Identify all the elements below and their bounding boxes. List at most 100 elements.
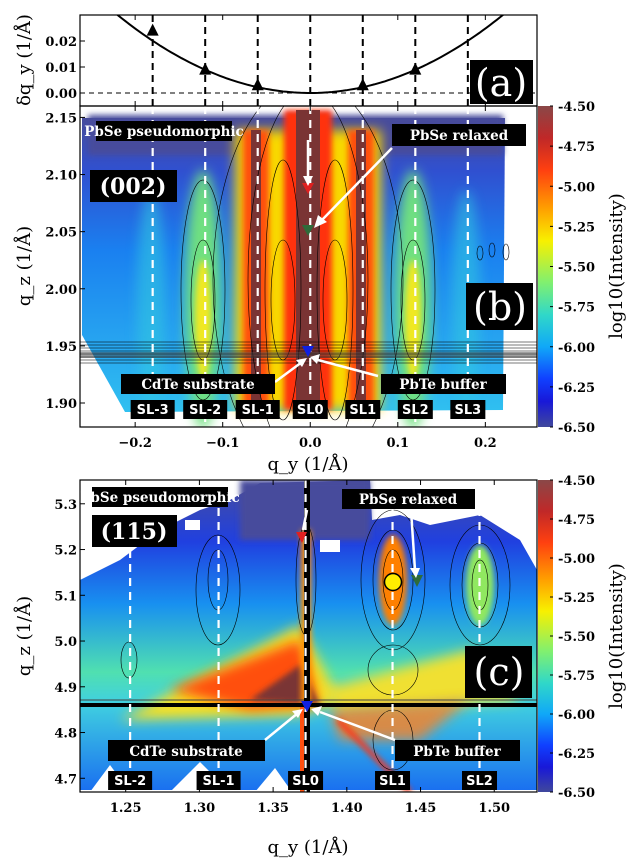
buffer-label: PbTe buffer bbox=[399, 377, 487, 393]
substrate-marker bbox=[302, 346, 314, 357]
colorbar-tick-label: -4.75 bbox=[558, 513, 595, 528]
panel-b-frame bbox=[79, 105, 538, 428]
reflection-label-box bbox=[92, 515, 177, 547]
satellite-label-sl2: SL2 bbox=[466, 774, 493, 789]
panel-c-heatmap bbox=[80, 480, 537, 792]
x-tick-label: 1.25 bbox=[110, 801, 142, 816]
panel-b-xlabel: q_y (1/Å) bbox=[268, 453, 349, 475]
satellite-label-box bbox=[130, 400, 175, 419]
panel-c-ylabel: q_z (1/Å) bbox=[13, 596, 35, 676]
reflection-label: (115) bbox=[101, 519, 168, 545]
y-tick-label: 0.01 bbox=[45, 61, 77, 76]
satellite-label-box bbox=[183, 400, 228, 419]
y-tick-label: 4.8 bbox=[54, 727, 77, 742]
annotation-arrows bbox=[274, 140, 393, 384]
panel-b-colorbar-label: log10(Intensity) bbox=[606, 193, 627, 339]
x-tick-label: −0.1 bbox=[206, 436, 240, 451]
x-tick-label: 1.45 bbox=[405, 801, 437, 816]
colorbar-tick-label: -5.50 bbox=[558, 630, 595, 645]
panel-c-rsm-115: 1.25 1.30 1.35 1.40 1.45 1.50 4.7 4.8 4.9 5.0 5.1 5… bbox=[13, 474, 627, 858]
reflection-label: (002) bbox=[100, 174, 167, 200]
y-tick-label: 2.10 bbox=[45, 169, 77, 184]
x-tick-label: 1.50 bbox=[478, 801, 510, 816]
buffer-label-box bbox=[395, 740, 520, 761]
satellite-label-box bbox=[292, 400, 328, 419]
y-tick-label: 2.05 bbox=[45, 226, 77, 241]
colorbar-tick-label: -6.50 bbox=[558, 421, 595, 436]
panel-a-ylabel: δq_y (1/Å) bbox=[13, 14, 35, 106]
satellite-label-box bbox=[375, 771, 411, 790]
y-tick-label: 5.2 bbox=[54, 544, 77, 559]
panel-c-frame bbox=[79, 479, 538, 793]
yellow-circle-marker bbox=[383, 572, 403, 592]
x-tick-label: 1.35 bbox=[257, 801, 289, 816]
parabola-fit-line bbox=[116, 15, 505, 94]
panel-c-xlabel: q_y (1/Å) bbox=[268, 836, 349, 858]
colorbar-tick-label: -6.25 bbox=[558, 747, 595, 762]
relaxed-label-box bbox=[392, 124, 526, 146]
streak-sl-2-core bbox=[195, 260, 211, 380]
panel-b-label: (b) bbox=[473, 285, 527, 329]
satellite-label-sl1: SL1 bbox=[379, 774, 406, 789]
y-tick-label: 1.90 bbox=[45, 397, 77, 412]
satellite-label-box bbox=[235, 400, 280, 419]
satellite-label-sl3: SL3 bbox=[454, 403, 481, 418]
y-tick-label: 5.3 bbox=[54, 498, 77, 513]
colorbar-tick-label: -5.50 bbox=[558, 261, 595, 276]
satellite-label-sl0: SL0 bbox=[297, 403, 324, 418]
panel-b-rsm-002: −0.2 −0.1 0.0 0.1 0.2 1.90 1.95 2.00 2.05 2.10 2.1… bbox=[13, 100, 627, 475]
streak-sl-1-core bbox=[251, 130, 261, 410]
satellite-label-sl-2: SL-2 bbox=[114, 774, 146, 789]
satellite-label-box bbox=[397, 400, 433, 419]
satellite-label-sl0: SL0 bbox=[292, 774, 319, 789]
panel-a-label: (a) bbox=[475, 61, 527, 105]
relaxed-marker bbox=[302, 225, 314, 236]
satellite-label-sl2: SL2 bbox=[402, 403, 429, 418]
y-tick-label: 0.00 bbox=[45, 87, 77, 102]
y-tick-label: 4.7 bbox=[54, 772, 77, 787]
x-tick-label: 0.2 bbox=[474, 436, 497, 451]
x-tick-label: 0.0 bbox=[299, 436, 322, 451]
substrate-label-box bbox=[108, 740, 265, 761]
panel-a-label-box bbox=[470, 60, 533, 104]
pseudomorphic-label-box bbox=[92, 487, 228, 507]
reflection-label-box bbox=[90, 170, 177, 202]
colorbar-tick-label: -5.25 bbox=[558, 591, 595, 606]
panel-b-colorbar bbox=[538, 106, 553, 427]
y-tick-label: 4.9 bbox=[54, 681, 77, 696]
streak-sl1-core bbox=[356, 130, 366, 410]
panel-a-strain-plot: 0.00 0.01 0.02 (a) δq_y (1/Å) bbox=[13, 14, 538, 107]
colorbar-tick-label: -5.00 bbox=[558, 552, 595, 567]
panel-b-ylabel: q_z (1/Å) bbox=[13, 226, 35, 306]
y-tick-label: 2.15 bbox=[45, 111, 77, 126]
data-point-triangle bbox=[251, 78, 264, 91]
y-tick-label: 5.0 bbox=[54, 635, 77, 650]
y-tick-label: 1.95 bbox=[45, 340, 77, 355]
sl0-lower-streak bbox=[300, 705, 306, 792]
colorbar-tick-label: -6.50 bbox=[558, 786, 595, 801]
satellite-label-sl-1: SL-1 bbox=[242, 403, 274, 418]
substrate-label: CdTe substrate bbox=[129, 744, 242, 760]
annotation-arrows bbox=[264, 509, 420, 742]
relaxed-label: PbSe relaxed bbox=[359, 492, 458, 508]
pseudomorphic-marker bbox=[296, 532, 307, 543]
panel-c-label: (c) bbox=[474, 650, 525, 694]
data-point-triangle bbox=[356, 78, 369, 91]
x-tick-label: 1.30 bbox=[184, 801, 216, 816]
sl0-vertical-line bbox=[304, 480, 310, 792]
colorbar-tick-label: -4.75 bbox=[558, 140, 595, 155]
buffer-label-box bbox=[381, 374, 506, 394]
colorbar-tick-label: -6.00 bbox=[558, 708, 595, 723]
pseudomorphic-label: PbSe pseudomorphic bbox=[84, 124, 244, 140]
panel-c-label-box bbox=[465, 646, 532, 698]
x-tick-label: −0.2 bbox=[118, 436, 152, 451]
colorbar-tick-label: -4.50 bbox=[558, 100, 595, 115]
panel-c-colorbar bbox=[538, 480, 553, 792]
data-point-triangle bbox=[409, 62, 422, 75]
panel-b-label-box bbox=[466, 283, 533, 330]
x-tick-label: 0.1 bbox=[386, 436, 409, 451]
substrate-marker bbox=[301, 701, 313, 712]
pseudomorphic-label: PbSe pseudomorphic bbox=[80, 490, 240, 506]
x-tick-label: 1.40 bbox=[331, 801, 363, 816]
